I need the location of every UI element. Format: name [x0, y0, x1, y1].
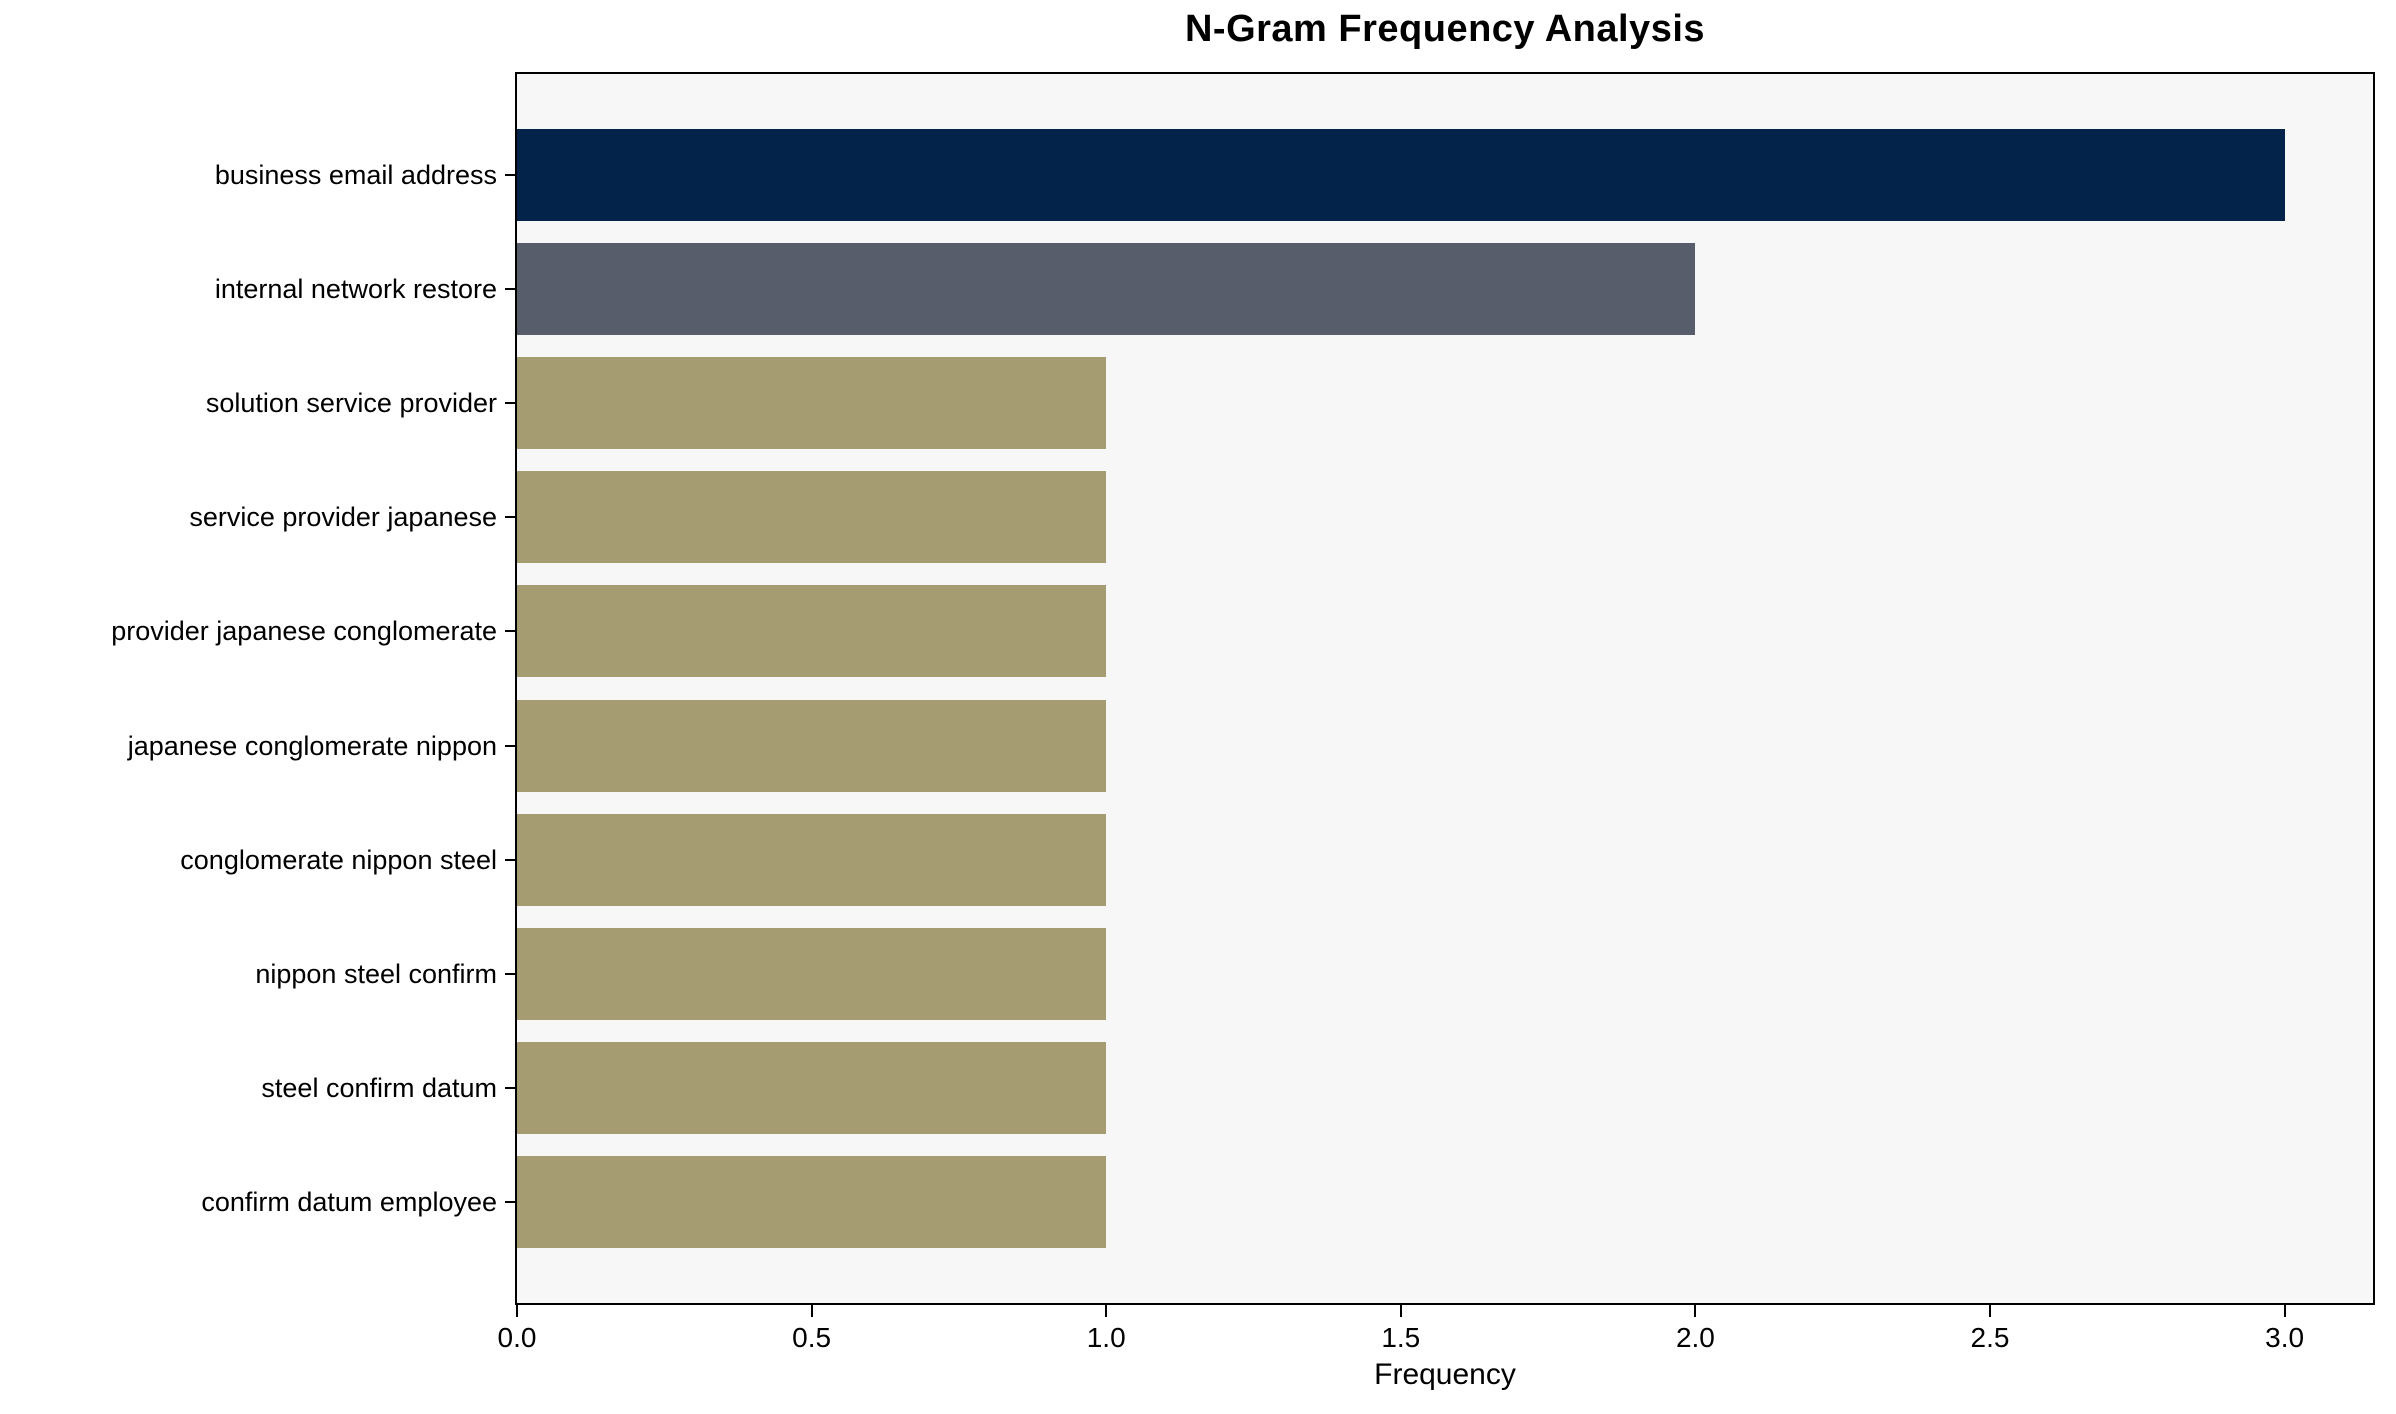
bar-row [517, 232, 2373, 346]
bar-row [517, 1145, 2373, 1259]
bar [517, 129, 2285, 222]
bar [517, 471, 1107, 564]
x-tick [1694, 1305, 1697, 1317]
x-axis-label: Frequency [1374, 1358, 1516, 1391]
x-tick-label: 2.0 [1675, 1322, 1715, 1353]
bar [517, 813, 1107, 906]
bar [517, 1155, 1107, 1248]
y-axis-label: internal network restore [214, 274, 497, 305]
bar [517, 699, 1107, 792]
x-tick [516, 1305, 518, 1317]
bar-row [517, 688, 2373, 802]
y-tick [505, 1200, 515, 1203]
bar-row [517, 574, 2373, 688]
y-tick [505, 1086, 515, 1089]
x-tick-label: 3.0 [2265, 1322, 2305, 1353]
bar-row [517, 346, 2373, 460]
x-tick-label: 1.5 [1381, 1322, 1421, 1353]
x-tick [1105, 1305, 1108, 1317]
y-tick [505, 516, 515, 519]
y-tick [505, 972, 515, 975]
bar [517, 585, 1107, 678]
y-axis-label: provider japanese conglomerate [111, 616, 497, 647]
y-axis-label: nippon steel confirm [255, 958, 497, 989]
y-tick [505, 744, 515, 747]
y-tick [505, 858, 515, 861]
bar-row [517, 803, 2373, 917]
y-axis-label: japanese conglomerate nippon [127, 730, 497, 761]
chart-title: N-Gram Frequency Analysis [1184, 8, 1706, 50]
x-tick-label: 0.0 [497, 1322, 537, 1353]
bar [517, 927, 1107, 1020]
x-tick-label: 2.5 [1970, 1322, 2010, 1353]
bar-row [517, 1031, 2373, 1145]
x-tick-label: 0.5 [792, 1322, 832, 1353]
bar-row [517, 460, 2373, 574]
x-tick [1399, 1305, 1402, 1317]
plot-area [515, 72, 2375, 1305]
y-axis-label: solution service provider [205, 388, 497, 419]
y-tick [505, 402, 515, 405]
x-tick [810, 1305, 813, 1317]
y-tick [505, 288, 515, 291]
x-tick [1989, 1305, 1992, 1317]
y-axis-label: service provider japanese [189, 502, 497, 533]
bar [517, 357, 1107, 450]
x-tick [2283, 1305, 2286, 1317]
bar [517, 1041, 1107, 1134]
x-tick-label: 1.0 [1086, 1322, 1126, 1353]
y-axis-label: business email address [214, 160, 497, 191]
bar-row [517, 118, 2373, 232]
y-axis-label: steel confirm datum [261, 1072, 497, 1103]
y-axis-label: conglomerate nippon steel [180, 844, 497, 875]
y-tick [505, 174, 515, 177]
y-axis-label: confirm datum employee [201, 1186, 497, 1217]
bar-row [517, 917, 2373, 1031]
bars-layer [517, 74, 2373, 1303]
y-tick [505, 630, 515, 633]
bar [517, 243, 1696, 336]
